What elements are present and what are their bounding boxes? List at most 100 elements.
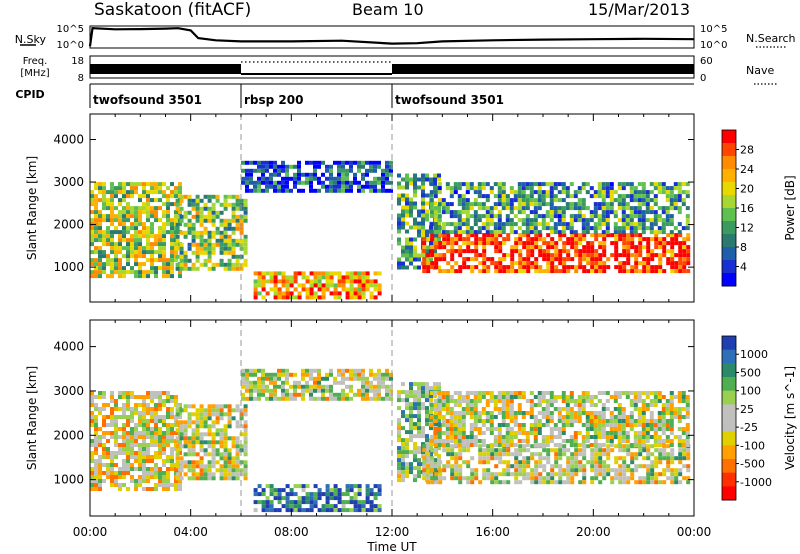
velocity-cell (114, 427, 118, 431)
velocity-cell (231, 468, 236, 473)
power-cell (178, 210, 182, 215)
velocity-cell (349, 484, 354, 489)
velocity-cell (341, 372, 345, 377)
velocity-cell (122, 415, 126, 419)
power-cell (281, 295, 286, 300)
velocity-cell (158, 435, 162, 439)
velocity-cell (219, 440, 224, 445)
velocity-cell (321, 492, 326, 497)
power-cell (665, 194, 670, 199)
velocity-cell (305, 384, 309, 389)
velocity-cell (126, 403, 130, 407)
velocity-cell (686, 448, 691, 453)
velocity-cell (629, 403, 634, 407)
power-cell (178, 190, 182, 195)
power-cell (522, 261, 527, 266)
power-cell (677, 222, 682, 227)
power-cell (629, 222, 634, 227)
power-cell (273, 172, 277, 177)
velocity-cell (146, 427, 150, 431)
noise-panel-frame (89, 25, 695, 49)
power-cell (142, 274, 146, 279)
power-cell (397, 225, 401, 230)
velocity-cell (413, 406, 417, 411)
power-cell (670, 245, 675, 250)
velocity-cell (469, 427, 474, 431)
velocity-cell (179, 456, 184, 461)
velocity-cell (333, 396, 337, 401)
power-cell (445, 230, 450, 235)
power-cell (90, 242, 94, 247)
power-cell (454, 249, 459, 254)
power-cell (545, 210, 550, 215)
velocity-cell (162, 435, 166, 439)
velocity-cell (549, 419, 554, 423)
power-cell (486, 257, 491, 262)
power-cell (273, 291, 278, 296)
power-cell (337, 184, 341, 189)
velocity-cell (602, 464, 607, 469)
power-cell (261, 172, 265, 177)
velocity-cell (554, 448, 559, 453)
power-cell (501, 190, 506, 195)
power-cell (593, 222, 598, 227)
power-cell (578, 253, 583, 258)
power-cell (673, 186, 678, 191)
velocity-cell (273, 380, 277, 385)
power-cell (138, 206, 142, 211)
power-cell (618, 269, 623, 274)
velocity-cell (486, 476, 491, 481)
velocity-cell (685, 423, 690, 427)
velocity-cell (191, 440, 196, 445)
power-cell (361, 164, 365, 169)
velocity-cell (285, 392, 289, 397)
power-cell (518, 253, 523, 258)
power-cell (297, 160, 301, 165)
power-cell (142, 222, 146, 227)
power-cell (629, 218, 634, 223)
power-cell (114, 266, 118, 271)
power-cell (462, 257, 467, 262)
velocity-cell (461, 443, 466, 447)
velocity-cell (405, 406, 409, 411)
velocity-cell (409, 430, 413, 435)
power-cell (421, 213, 425, 218)
velocity-cell (525, 439, 530, 443)
power-cell (385, 160, 389, 165)
velocity-cell (313, 384, 317, 389)
power-cell (325, 188, 329, 193)
power-cell (269, 184, 273, 189)
power-cell (243, 214, 248, 219)
velocity-cell (325, 488, 330, 493)
velocity-cell (130, 411, 134, 415)
velocity-cell (297, 392, 301, 397)
velocity-cell (478, 456, 483, 461)
power-cell (385, 168, 389, 173)
velocity-cell (166, 439, 170, 443)
power-cell (106, 218, 110, 223)
velocity-cell (618, 456, 623, 461)
power-cell (369, 283, 374, 288)
velocity-cell (269, 508, 274, 513)
velocity-cell (142, 479, 146, 483)
velocity-cell (199, 412, 204, 417)
velocity-cell (187, 452, 192, 457)
velocity-cell (654, 460, 659, 465)
power-cell (525, 222, 530, 227)
power-cell (421, 253, 425, 258)
power-cell (430, 265, 435, 270)
velocity-cell (589, 435, 594, 439)
power-cell (465, 182, 470, 187)
power-cell (142, 182, 146, 187)
power-cell (373, 271, 378, 276)
power-cell (231, 206, 236, 211)
velocity-cell (106, 455, 110, 459)
power-cell (369, 180, 373, 185)
power-cell (199, 238, 204, 243)
velocity-cell (449, 431, 454, 435)
velocity-cell (361, 392, 365, 397)
power-cell (610, 233, 615, 238)
velocity-cell (681, 395, 686, 399)
power-cell (634, 261, 639, 266)
power-cell (466, 257, 471, 262)
